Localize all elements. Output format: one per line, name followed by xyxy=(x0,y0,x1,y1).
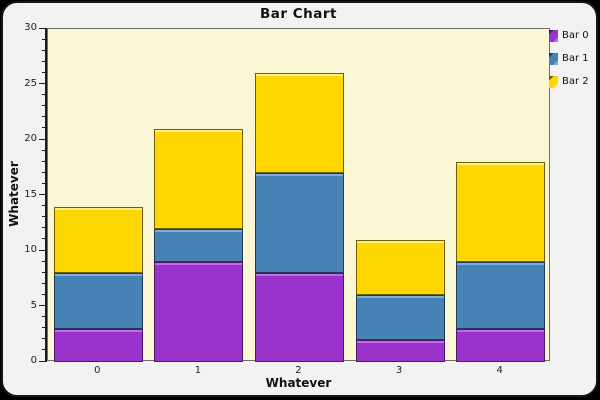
bar-segment-bar-0-cat2 xyxy=(255,273,344,362)
bar-segment-bar-0-cat4 xyxy=(456,328,546,362)
x-axis-tick-label: 4 xyxy=(496,365,503,376)
y-axis-major-tick xyxy=(39,83,46,84)
y-axis-minor-tick xyxy=(42,160,46,162)
y-axis-minor-tick xyxy=(42,327,46,329)
y-axis-minor-tick xyxy=(42,127,46,129)
bar-segment-bar-0-cat1 xyxy=(154,262,244,362)
y-axis-title: Whatever xyxy=(7,161,21,227)
legend: Bar 0 Bar 1 Bar 2 xyxy=(549,29,589,98)
y-axis-minor-tick xyxy=(42,227,46,229)
y-axis-major-tick xyxy=(39,305,46,306)
bar-segment-bar-2-cat3 xyxy=(355,239,445,296)
y-axis-tick-label: 15 xyxy=(24,188,37,200)
y-axis-minor-tick xyxy=(42,238,46,240)
y-axis-minor-tick xyxy=(42,182,46,184)
legend-item-bar-2: Bar 2 xyxy=(549,75,589,88)
y-axis-minor-tick xyxy=(42,293,46,295)
legend-label: Bar 2 xyxy=(562,76,589,87)
legend-label: Bar 0 xyxy=(562,30,589,41)
bar-segment-bar-2-cat4 xyxy=(456,162,546,263)
y-axis-major-tick xyxy=(39,194,46,195)
y-axis-minor-tick xyxy=(42,260,46,262)
y-axis-minor-tick xyxy=(42,116,46,118)
y-axis-minor-tick xyxy=(42,216,46,218)
y-axis-minor-tick xyxy=(42,105,46,107)
y-axis-tick-label: 10 xyxy=(24,244,37,255)
y-axis-minor-tick xyxy=(42,349,46,351)
y-axis-minor-tick xyxy=(42,316,46,318)
y-axis-minor-tick xyxy=(42,338,46,340)
y-axis-tick-label: 5 xyxy=(30,299,37,311)
legend-swatch-icon xyxy=(549,52,558,65)
y-axis-minor-tick xyxy=(42,171,46,173)
bar-segment-bar-2-cat1 xyxy=(154,128,244,229)
y-axis-major-tick xyxy=(39,27,46,29)
y-axis-minor-tick xyxy=(42,282,46,284)
y-axis-minor-tick xyxy=(42,271,46,273)
plot-area xyxy=(47,28,550,362)
y-axis-minor-tick xyxy=(42,149,46,151)
bar-segment-bar-1-cat2 xyxy=(255,173,344,274)
y-axis-tick-label: 0 xyxy=(30,355,37,366)
y-axis-minor-tick xyxy=(42,49,46,51)
y-axis-minor-tick xyxy=(42,38,46,40)
bar-segment-bar-0-cat0 xyxy=(53,328,143,362)
bar-segment-bar-0-cat3 xyxy=(355,339,445,362)
x-axis-tick-label: 3 xyxy=(395,365,403,376)
legend-item-bar-1: Bar 1 xyxy=(549,52,589,65)
x-axis-title: Whatever xyxy=(265,376,332,390)
legend-swatch-icon xyxy=(549,29,558,42)
y-axis-minor-tick xyxy=(42,60,46,62)
legend-swatch-icon xyxy=(549,75,558,88)
y-axis-minor-tick xyxy=(42,94,46,96)
legend-label: Bar 1 xyxy=(562,53,589,64)
x-axis-tick-label: 2 xyxy=(295,365,302,376)
y-axis-major-tick xyxy=(39,360,46,362)
y-axis-major-tick xyxy=(39,138,46,140)
bar-segment-bar-2-cat2 xyxy=(255,73,344,174)
y-axis-tick-label: 20 xyxy=(24,133,37,144)
y-axis-major-tick xyxy=(39,249,46,251)
bar-segment-bar-1-cat4 xyxy=(456,262,546,329)
x-axis-tick-label: 1 xyxy=(194,365,202,376)
bar-segment-bar-1-cat1 xyxy=(154,228,244,263)
y-axis-minor-tick xyxy=(42,205,46,207)
y-axis-tick-label: 25 xyxy=(24,77,37,89)
bar-segment-bar-1-cat3 xyxy=(355,295,445,340)
legend-item-bar-0: Bar 0 xyxy=(549,29,589,42)
bar-segment-bar-2-cat0 xyxy=(53,206,143,274)
x-axis-tick-label: 0 xyxy=(94,365,101,376)
bar-segment-bar-1-cat0 xyxy=(53,273,143,329)
y-axis-line xyxy=(45,28,47,362)
y-axis-tick-label: 30 xyxy=(24,22,37,33)
chart-title: Bar Chart xyxy=(260,6,337,22)
y-axis-minor-tick xyxy=(42,71,46,73)
